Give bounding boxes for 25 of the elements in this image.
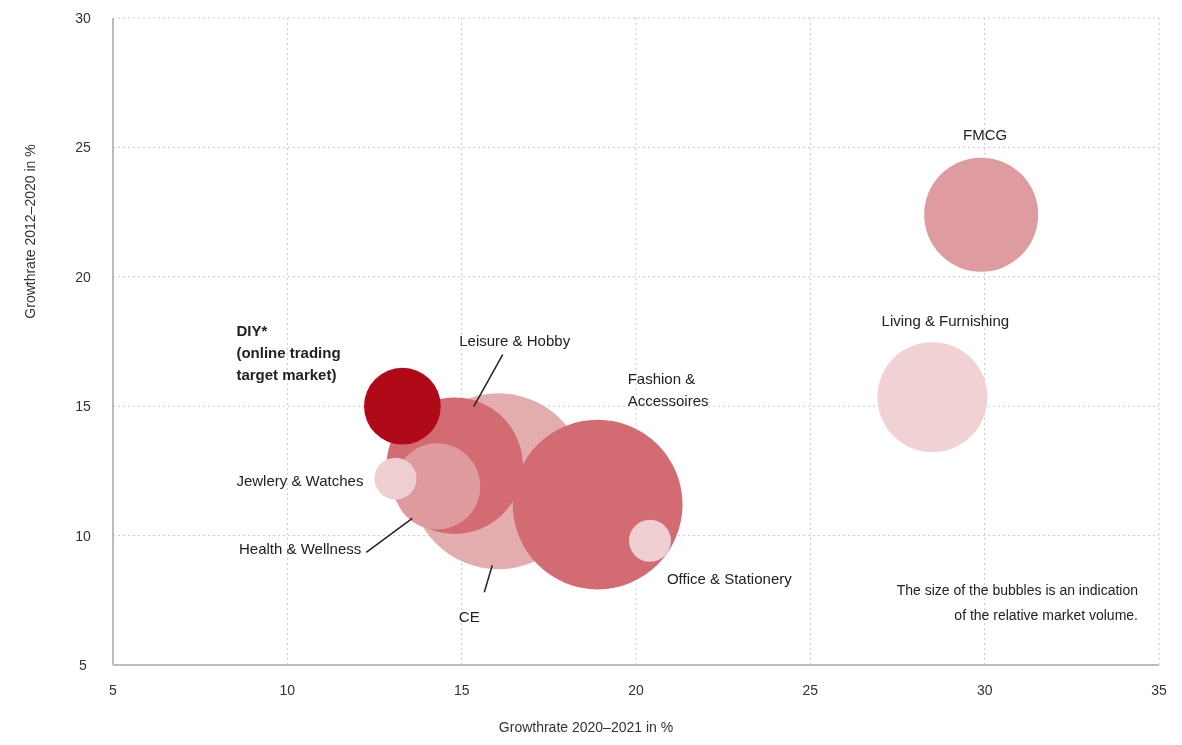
y-tick-label: 5 [79, 657, 88, 673]
series-label: Jewlery & Watches [236, 471, 364, 489]
series-label: Fashion & Accessoires [627, 369, 709, 409]
x-tick-label: 15 [453, 682, 470, 698]
y-tick-label: 30 [75, 10, 91, 26]
x-axis-title: Growthrate 2020–2021 in % [498, 719, 674, 735]
y-tick-label: 20 [75, 268, 91, 285]
x-tick-label: 5 [109, 682, 118, 698]
text: CE [458, 608, 480, 626]
x-tick-label: 25 [802, 682, 819, 698]
x-tick-label: 10 [279, 682, 296, 698]
x-tick-label: 30 [976, 682, 993, 698]
series-label: FMCG [963, 125, 1008, 143]
y-tick-label: 25 [75, 139, 91, 156]
text: Health & Wellness [238, 540, 362, 558]
annotation: The size of the bubbles is an indication of the relative market volume. [896, 582, 1138, 623]
series-label: Living & Furnishing [881, 312, 1010, 330]
y-axis-title: Growthrate 2012–2020 in % [22, 144, 38, 319]
x-tick-label: 35 [1151, 682, 1167, 698]
series-label: DIY* (online trading target market) [236, 322, 341, 384]
y-tick-label: 10 [75, 527, 91, 544]
x-tick-label: 20 [628, 682, 644, 698]
series-label: Office & Stationery [666, 569, 793, 587]
y-tick-label: 15 [75, 398, 91, 415]
text: Leisure & Hobby [459, 331, 571, 349]
